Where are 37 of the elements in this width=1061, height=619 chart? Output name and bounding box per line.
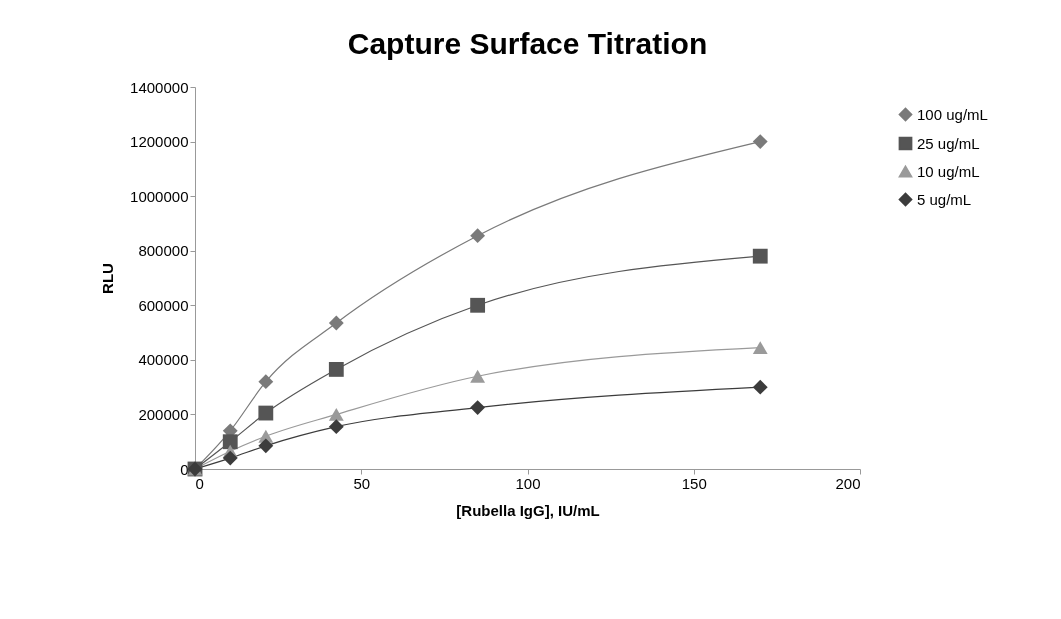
- point: [752, 134, 768, 149]
- legend-label: 5 ug/mL: [917, 190, 972, 208]
- x-tick-label: 200: [835, 474, 861, 492]
- y-tick-label: 200000: [138, 405, 189, 423]
- point: [222, 434, 238, 450]
- y-tick-label: 400000: [138, 351, 189, 369]
- y-tick-label: 1200000: [130, 133, 189, 151]
- y-tick-label: 1000000: [130, 187, 189, 205]
- point: [752, 341, 768, 354]
- y-tick-label: 800000: [138, 242, 189, 260]
- point: [222, 450, 238, 466]
- legend-label: 10 ug/mL: [917, 162, 980, 180]
- chart-title: Capture Surface Titration: [347, 27, 708, 60]
- point: [470, 369, 486, 383]
- x-tick-label: 50: [353, 474, 371, 492]
- point: [470, 297, 486, 313]
- point: [258, 374, 274, 390]
- point: [328, 419, 344, 435]
- point: [328, 408, 344, 421]
- point: [470, 400, 486, 416]
- x-tick-label: 0: [195, 474, 204, 492]
- x-tick-label: 100: [515, 474, 541, 492]
- legend-label: 25 ug/mL: [917, 134, 980, 152]
- x-axis-title: [Rubella IgG], IU/mL: [456, 501, 600, 519]
- point: [328, 361, 344, 377]
- point: [752, 248, 768, 264]
- y-axis-title: RLU: [99, 263, 117, 294]
- legend-label: 100 ug/mL: [917, 105, 988, 123]
- x-tick-label: 150: [681, 474, 707, 492]
- point: [258, 405, 274, 421]
- point: [328, 315, 344, 331]
- y-tick-label: 1400000: [130, 78, 189, 96]
- point: [752, 379, 768, 395]
- y-tick-label: 0: [180, 460, 189, 478]
- y-tick-label: 600000: [138, 296, 189, 314]
- point: [258, 438, 274, 454]
- point: [470, 228, 486, 244]
